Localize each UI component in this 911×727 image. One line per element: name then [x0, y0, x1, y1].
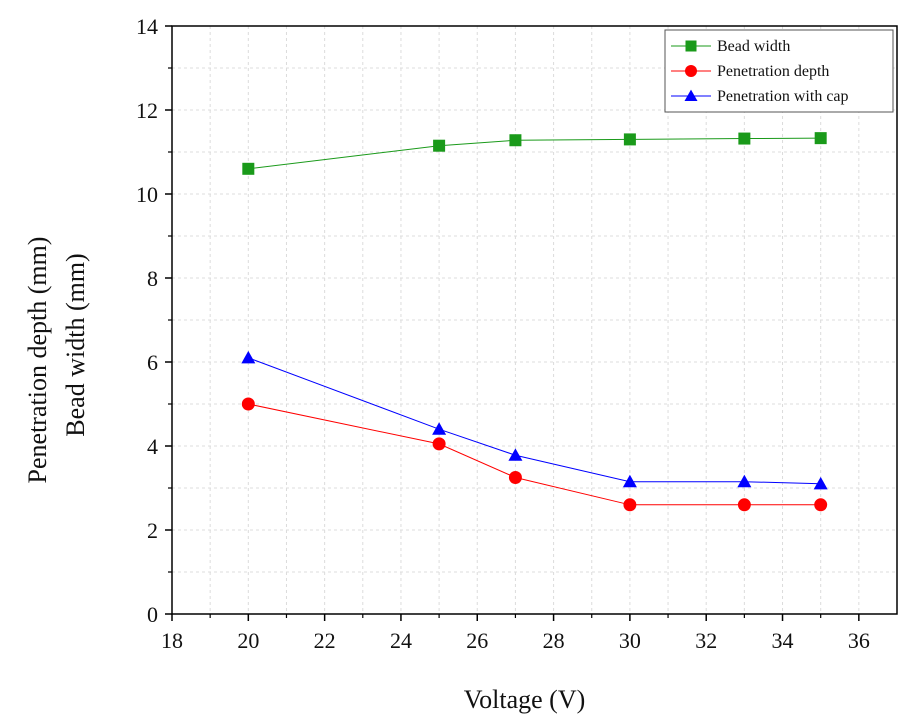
x-axis-title: Voltage (V) — [464, 685, 586, 714]
data-point — [432, 437, 446, 451]
y-tick-label: 10 — [136, 182, 158, 207]
series-penetration-with-cap — [241, 350, 828, 490]
x-tick-label: 18 — [161, 628, 183, 653]
data-point — [737, 498, 751, 512]
x-tick-label: 28 — [543, 628, 565, 653]
legend: Bead width Penetration depth Penetration w… — [664, 29, 894, 113]
data-point — [241, 397, 255, 411]
series-bead-width — [242, 132, 827, 175]
legend-label: Penetration depth — [717, 63, 829, 80]
grid — [172, 26, 897, 614]
data-point — [813, 476, 828, 490]
data-point — [432, 422, 447, 435]
legend-swatch-marker — [684, 89, 698, 102]
x-tick-label: 20 — [237, 628, 259, 653]
data-point — [622, 474, 637, 488]
y-tick-label: 8 — [147, 266, 158, 291]
x-tick-label: 32 — [695, 628, 717, 653]
y-tick-label: 2 — [147, 518, 158, 543]
data-point — [509, 134, 522, 147]
x-tick-label: 36 — [848, 628, 870, 653]
y-tick-label: 4 — [147, 434, 158, 459]
data-point — [433, 139, 446, 152]
y-tick-label: 14 — [136, 14, 158, 39]
series-penetration-depth — [241, 397, 828, 512]
y-axis-title-primary: Penetration depth (mm) — [23, 237, 52, 484]
data-point — [508, 448, 523, 461]
x-tick-label: 26 — [466, 628, 488, 653]
x-tick-label: 30 — [619, 628, 641, 653]
x-tick-label: 24 — [390, 628, 412, 653]
data-point — [508, 471, 522, 484]
data-point — [738, 132, 751, 145]
y-tick-label: 12 — [136, 98, 158, 123]
data-point — [242, 162, 255, 175]
legend-label: Penetration with cap — [717, 88, 849, 105]
data-point — [241, 350, 256, 364]
legend-swatch-marker — [685, 65, 697, 77]
data-point — [814, 498, 828, 512]
data-point — [623, 498, 637, 512]
y-tick-label: 0 — [147, 602, 158, 627]
x-tick-label: 22 — [314, 628, 336, 653]
data-point — [737, 474, 752, 488]
series-group — [241, 132, 828, 512]
series-line — [248, 137, 821, 170]
y-axis-title-secondary: Bead width (mm) — [61, 253, 90, 436]
data-point — [623, 133, 636, 146]
x-tick-label: 34 — [772, 628, 794, 653]
legend-swatch-marker — [685, 40, 697, 52]
legend-label: Bead width — [717, 38, 790, 55]
series-line — [248, 357, 821, 485]
y-tick-label: 6 — [147, 350, 158, 375]
data-point — [814, 132, 827, 145]
series-line — [248, 403, 821, 506]
